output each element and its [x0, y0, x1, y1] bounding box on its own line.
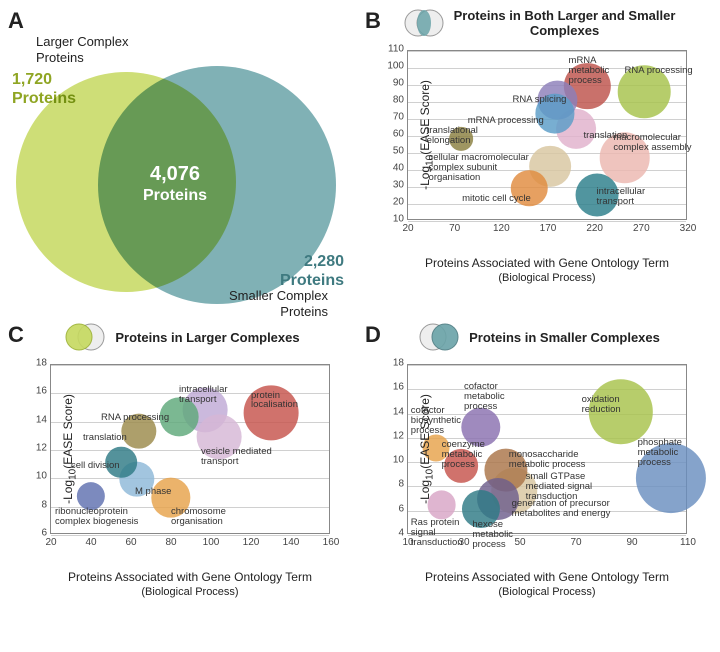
bubble: [121, 413, 156, 448]
bubble: [244, 385, 299, 440]
bubble: [576, 174, 619, 217]
panel-b-title-row: Proteins in Both Larger and SmallerCompl…: [365, 8, 712, 38]
y-axis-label: -Log10(EASE Score): [418, 80, 435, 190]
smaller-count: 2,280 Proteins: [280, 252, 344, 290]
y-axis-label: -Log10(EASE Score): [61, 394, 78, 504]
y-tick: 18: [393, 358, 404, 369]
bubble: [160, 397, 199, 436]
bubble: [151, 478, 190, 517]
x-tick: 120: [243, 537, 260, 548]
bubble: [618, 65, 671, 118]
x-tick: 320: [680, 223, 697, 234]
x-tick: 70: [449, 223, 460, 234]
bubble: [511, 170, 547, 206]
minivenn-icon: [402, 8, 446, 38]
x-axis-label: Proteins Associated with Gene Ontology T…: [50, 570, 330, 598]
y-tick: 6: [398, 503, 404, 514]
figure-grid: A Larger ComplexProteins 1,720 Proteins …: [8, 8, 712, 588]
y-tick: 20: [393, 197, 404, 208]
minivenn-icon: [417, 322, 461, 352]
y-tick: 8: [41, 499, 47, 510]
panel-c-title-row: Proteins in Larger Complexes: [8, 322, 355, 352]
y-axis-label: -Log10(EASE Score): [418, 394, 435, 504]
bubble: [589, 379, 653, 443]
y-tick: 50: [393, 146, 404, 157]
bubble: [444, 449, 478, 483]
bubble: [105, 446, 137, 478]
x-tick: 140: [283, 537, 300, 548]
panel-b: B Proteins in Both Larger and SmallerCom…: [365, 8, 712, 312]
panel-c-chart: 68101214161820406080100120140160proteinl…: [8, 354, 338, 588]
x-tick: 100: [203, 537, 220, 548]
smaller-caption: Smaller ComplexProteins: [229, 288, 328, 319]
x-tick: 20: [402, 223, 413, 234]
x-tick: 220: [586, 223, 603, 234]
y-tick: 40: [393, 163, 404, 174]
panel-b-title: Proteins in Both Larger and SmallerCompl…: [454, 8, 676, 38]
y-tick: 18: [36, 358, 47, 369]
bubble: [462, 490, 500, 528]
panel-d-chart: 46810121416181030507090110oxidationreduc…: [365, 354, 695, 588]
y-tick: 90: [393, 78, 404, 89]
x-tick: 90: [626, 537, 637, 548]
bubble: [449, 127, 473, 151]
panel-d-title-row: Proteins in Smaller Complexes: [365, 322, 712, 352]
y-tick: 16: [36, 386, 47, 397]
x-tick: 10: [402, 537, 413, 548]
bubble-label: mRNA processing: [468, 116, 544, 126]
venn-diagram: Larger ComplexProteins 1,720 Proteins 4,…: [8, 12, 348, 312]
y-tick: 12: [36, 443, 47, 454]
bubble: [197, 414, 242, 459]
y-tick: 14: [36, 414, 47, 425]
x-tick: 70: [570, 537, 581, 548]
y-tick: 10: [393, 455, 404, 466]
panel-a: A Larger ComplexProteins 1,720 Proteins …: [8, 8, 355, 312]
x-tick: 30: [458, 537, 469, 548]
larger-caption: Larger ComplexProteins: [36, 34, 129, 65]
y-tick: 110: [388, 44, 404, 55]
overlap-count: 4,076 Proteins: [143, 162, 207, 205]
x-tick: 60: [125, 537, 136, 548]
minivenn-icon: [63, 322, 107, 352]
plot-area: 68101214161820406080100120140160proteinl…: [50, 364, 330, 534]
plot-area: 1020304050607080901001102070120170220270…: [407, 50, 687, 220]
y-tick: 12: [393, 430, 404, 441]
panel-d-title: Proteins in Smaller Complexes: [469, 330, 660, 345]
x-tick: 20: [45, 537, 56, 548]
panel-b-chart: 1020304050607080901001102070120170220270…: [365, 40, 695, 274]
x-tick: 160: [323, 537, 340, 548]
x-tick: 40: [85, 537, 96, 548]
panel-c: C Proteins in Larger Complexes 681012141…: [8, 322, 355, 588]
bubble-label: Ras proteinsignaltransduction: [411, 518, 463, 548]
y-tick: 8: [398, 479, 404, 490]
y-tick: 10: [36, 471, 47, 482]
bubble-label: translation: [83, 433, 127, 443]
x-tick: 270: [633, 223, 650, 234]
x-tick: 170: [540, 223, 557, 234]
plot-area: 46810121416181030507090110oxidationreduc…: [407, 364, 687, 534]
y-tick: 16: [393, 382, 404, 393]
bubble: [461, 408, 500, 447]
y-tick: 100: [387, 61, 404, 72]
panel-c-title: Proteins in Larger Complexes: [115, 330, 299, 345]
y-tick: 70: [393, 112, 404, 123]
panel-d-label: D: [365, 322, 381, 348]
x-axis-label: Proteins Associated with Gene Ontology T…: [407, 570, 687, 598]
x-axis-label: Proteins Associated with Gene Ontology T…: [407, 256, 687, 284]
y-tick: 60: [393, 129, 404, 140]
x-tick: 110: [680, 537, 696, 548]
x-tick: 50: [514, 537, 525, 548]
bubble: [636, 443, 706, 513]
y-tick: 80: [393, 95, 404, 106]
panel-d: D Proteins in Smaller Complexes 46810121…: [365, 322, 712, 588]
panel-b-label: B: [365, 8, 381, 34]
x-tick: 120: [493, 223, 510, 234]
panel-c-label: C: [8, 322, 24, 348]
x-tick: 80: [165, 537, 176, 548]
bubble-label: ribonucleoproteincomplex biogenesis: [55, 507, 138, 527]
y-tick: 14: [393, 406, 404, 417]
y-tick: 30: [393, 180, 404, 191]
